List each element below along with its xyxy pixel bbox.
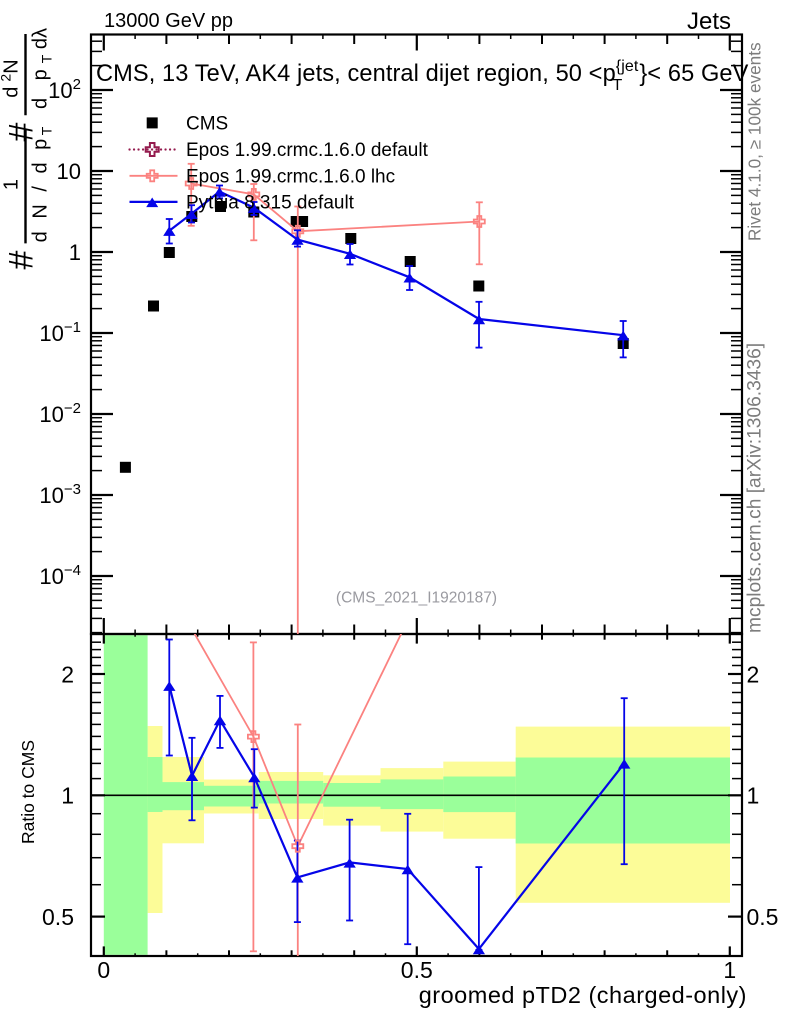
svg-text:d N / d pT: d N / d pT (30, 126, 55, 242)
svg-text:1: 1 (61, 783, 74, 809)
svg-text:(CMS_2021_I1920187): (CMS_2021_I1920187) (336, 590, 497, 607)
svg-text:groomed pTD2 (charged-only): groomed pTD2 (charged-only) (419, 982, 747, 1008)
svg-text:0.5: 0.5 (42, 904, 74, 930)
svg-text:Pythia 8.315 default: Pythia 8.315 default (186, 192, 355, 213)
svg-text:0.5: 0.5 (747, 904, 779, 930)
svg-text:10: 10 (57, 159, 81, 184)
svg-text:d2N: d2N (0, 59, 23, 97)
svg-text:0: 0 (97, 957, 110, 983)
svg-text:Jets: Jets (687, 8, 731, 35)
svg-text:1: 1 (723, 957, 736, 983)
svg-text:CMS: CMS (186, 113, 228, 134)
svg-text:#: # (3, 251, 41, 270)
svg-text:0.5: 0.5 (401, 957, 433, 983)
svg-text:13000 GeV pp: 13000 GeV pp (104, 10, 233, 32)
svg-text:Epos 1.99.crmc.1.6.0 default: Epos 1.99.crmc.1.6.0 default (186, 140, 429, 161)
svg-text:1: 1 (1, 179, 23, 190)
svg-text:1: 1 (747, 783, 760, 809)
svg-text:Ratio to CMS: Ratio to CMS (18, 740, 38, 844)
svg-text:#: # (3, 123, 41, 142)
svg-text:d pT dλ: d pT dλ (30, 28, 55, 109)
svg-text:1: 1 (69, 240, 81, 265)
svg-text:2: 2 (747, 661, 760, 687)
svg-text:Epos 1.99.crmc.1.6.0 lhc: Epos 1.99.crmc.1.6.0 lhc (186, 166, 395, 187)
svg-text:mcplots.cern.ch [arXiv:1306.34: mcplots.cern.ch [arXiv:1306.3436] (745, 343, 766, 633)
svg-text:Rivet 4.1.0, ≥ 100k events: Rivet 4.1.0, ≥ 100k events (745, 42, 765, 241)
svg-text:2: 2 (61, 661, 74, 687)
